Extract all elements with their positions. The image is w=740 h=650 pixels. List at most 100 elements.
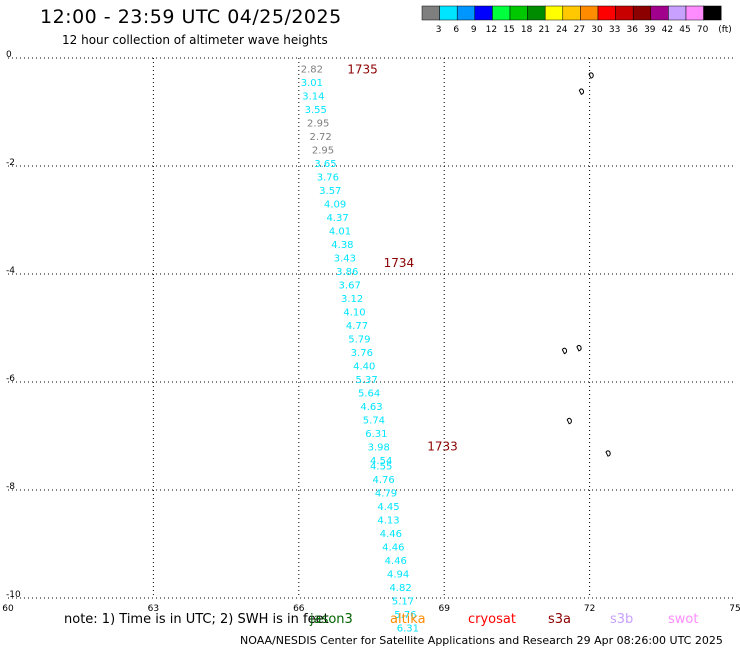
legend-swatch [509,5,528,21]
legend-swatch [492,5,511,21]
wave-height-value: 5.17 [392,596,414,607]
wave-height-value: 4.10 [343,307,365,318]
legend-label: 6 [453,25,459,35]
legend-swatch [615,5,634,21]
y-tick-label: -8 [6,482,15,492]
legend-swatch [685,5,704,21]
island-outline [576,344,582,352]
wave-height-value: 6.31 [397,623,419,634]
map-subtitle: 12 hour collection of altimeter wave hei… [62,33,328,47]
legend-swatch [421,5,440,21]
legend-label: 3 [436,25,442,35]
island-outline [605,450,611,457]
wave-height-value: 3.98 [368,442,390,453]
legend-label: 30 [591,25,603,35]
island-outline [561,347,568,355]
wave-height-value: 4.54 [370,456,392,467]
wave-height-value: 4.01 [329,226,351,237]
wave-height-value: 3.14 [302,91,324,102]
wave-height-value: 5.74 [363,415,385,426]
legend-swatch [439,5,458,21]
wave-height-value: 3.76 [351,348,373,359]
legend-swatch [703,5,722,21]
x-tick-label: 72 [584,604,595,614]
wave-height-value: 5.79 [348,334,370,345]
wave-height-value: 3.55 [305,105,327,116]
y-tick-label: 0 [6,50,12,60]
wave-height-value: 4.13 [377,515,399,526]
footer-credit: NOAA/NESDIS Center for Satellite Applica… [240,634,723,647]
satellite-name: s3a [548,612,572,627]
wave-height-value: 4.09 [324,199,346,210]
island-outline [578,88,585,96]
wave-height-value: 3.57 [319,186,341,197]
wave-height-value: 2.82 [301,64,323,75]
legend-swatch [456,5,476,21]
y-tick-label: -2 [6,158,15,168]
wave-height-value: 3.86 [336,267,358,278]
wave-height-value: 2.95 [312,145,334,156]
legend-label: 18 [521,25,533,35]
legend-label: 12 [486,25,497,35]
legend-swatch [650,5,669,21]
wave-height-value: 2.95 [307,118,329,129]
wave-height-value: 3.76 [317,172,339,183]
y-tick-label: -6 [6,374,15,384]
y-tick-label: -10 [6,590,21,600]
track-time-label: 1735 [347,62,378,76]
wave-height-value: 3.43 [334,253,356,264]
track-time-label: 1733 [427,439,458,453]
satellite-name: s3b [610,612,634,627]
wave-height-value: 4.46 [382,542,404,553]
satellite-name: altika [390,612,426,627]
island-outline [566,417,572,425]
wave-height-value: 5.37 [356,375,378,386]
legend-swatch [597,5,616,21]
legend-label: 70 [697,25,709,35]
track-time-label: 1734 [384,256,415,270]
legend-swatch [580,5,599,21]
wave-height-value: 4.76 [372,475,394,486]
x-tick-label: 60 [2,604,14,614]
wave-height-value: 4.45 [377,502,399,513]
wave-height-value: 4.77 [346,321,368,332]
y-tick-label: -4 [6,266,15,276]
wave-height-value: 4.94 [387,569,409,580]
wave-height-value: 4.46 [380,529,402,540]
legend-label: 42 [662,25,673,35]
legend-swatch [562,5,581,21]
legend-swatch [474,5,493,21]
wave-height-value: 4.40 [353,361,375,372]
legend-label: 27 [574,25,585,35]
legend-swatch [544,5,564,21]
legend-label: 39 [644,25,656,35]
wave-height-value: 3.01 [301,78,323,89]
wave-height-value: 5.64 [358,388,380,399]
island-outline [588,72,594,79]
legend-label: 24 [556,25,568,35]
wave-height-value: 3.12 [341,294,363,305]
x-tick-label: 75 [729,604,740,614]
wave-height-value: 4.37 [326,213,348,224]
legend-label: 15 [503,25,514,35]
legend-label: 36 [626,25,638,35]
x-tick-label: 63 [148,604,159,614]
legend-swatch [668,5,687,21]
satellite-name: jason3 [310,612,353,627]
wave-height-value: 4.82 [389,583,411,594]
wave-height-value: 6.31 [365,429,387,440]
wave-height-value: 4.63 [360,402,382,413]
legend-label: 9 [471,25,477,35]
footer-note: note: 1) Time is in UTC; 2) SWH is in fe… [64,612,329,627]
wave-height-value: 3.67 [339,280,361,291]
wave-height-value: 4.38 [331,240,353,251]
wave-height-value: 4.79 [375,488,397,499]
satellite-name: swot [668,612,699,627]
legend-label: 45 [679,25,690,35]
wave-height-value: 4.55 [370,461,392,472]
wave-height-value: 2.72 [309,132,331,143]
wave-height-value: 3.65 [314,159,336,170]
legend-label: 33 [609,25,620,35]
